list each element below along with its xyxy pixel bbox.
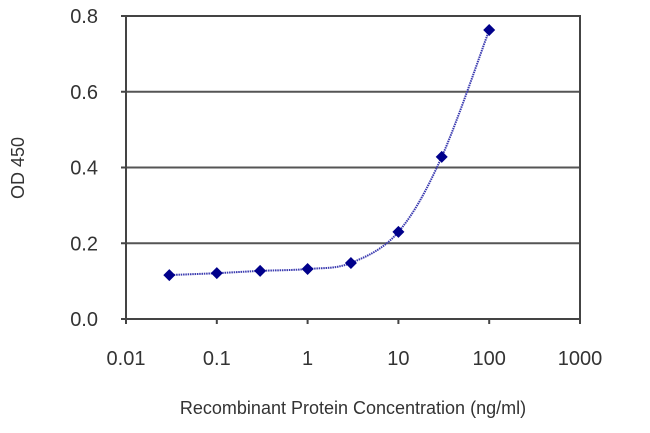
x-tick-label: 0.01 bbox=[107, 348, 146, 370]
diamond-marker-icon bbox=[210, 267, 223, 280]
x-axis-title: Recombinant Protein Concentration (ng/ml… bbox=[180, 398, 526, 418]
y-axis-ticks: 0.0 0.2 0.4 0.6 0.8 bbox=[70, 6, 126, 331]
diamond-marker-icon bbox=[483, 24, 496, 37]
diamond-marker-icon bbox=[301, 263, 314, 276]
y-tick-label: 0.8 bbox=[70, 6, 98, 28]
y-axis-title: OD 450 bbox=[8, 137, 28, 199]
x-tick-label: 0.1 bbox=[203, 348, 231, 370]
y-tick-label: 0.6 bbox=[70, 82, 98, 104]
data-point-markers bbox=[163, 24, 496, 282]
horizontal-gridlines bbox=[126, 90, 580, 245]
diamond-marker-icon bbox=[392, 225, 405, 238]
y-tick-label: 0.4 bbox=[70, 158, 98, 180]
diamond-marker-icon bbox=[344, 256, 357, 269]
diamond-marker-icon bbox=[435, 150, 448, 163]
y-tick-label: 0.2 bbox=[70, 233, 98, 255]
y-tick-label: 0.0 bbox=[70, 309, 98, 331]
x-tick-label: 10 bbox=[387, 348, 409, 370]
diamond-marker-icon bbox=[163, 269, 176, 282]
x-tick-label: 1 bbox=[302, 348, 313, 370]
x-tick-label: 1000 bbox=[558, 348, 603, 370]
x-tick-label: 100 bbox=[473, 348, 506, 370]
x-axis-ticks: 0.01 0.1 1 10 100 1000 bbox=[107, 319, 603, 370]
diamond-marker-icon bbox=[254, 264, 267, 277]
